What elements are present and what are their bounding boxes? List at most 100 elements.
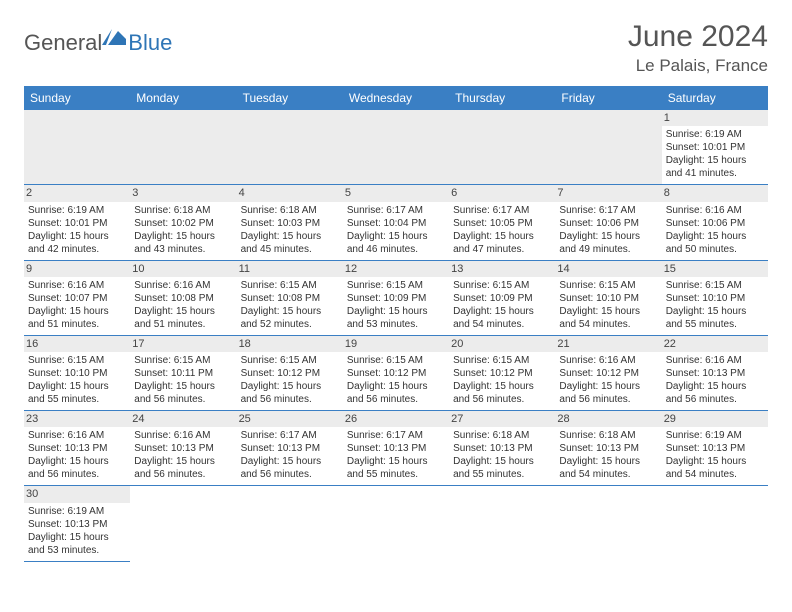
month-title: June 2024 [628, 20, 768, 54]
calendar-row: 1 Sunrise: 6:19 AMSunset: 10:01 PMDayligh… [24, 110, 768, 185]
calendar-cell [24, 110, 130, 185]
daylight-text: Daylight: 15 hours and 56 minutes. [241, 455, 339, 481]
header: General Blue June 2024 Le Palais, France [24, 20, 768, 76]
calendar-cell: 26Sunrise: 6:17 AMSunset: 10:13 PMDaylig… [343, 411, 449, 486]
day-number: 11 [237, 261, 343, 277]
calendar-cell: 11Sunrise: 6:15 AMSunset: 10:08 PMDaylig… [237, 260, 343, 335]
calendar-cell: 29Sunrise: 6:19 AMSunset: 10:13 PMDaylig… [662, 411, 768, 486]
sunset-text: Sunset: 10:04 PM [347, 217, 445, 230]
daylight-text: Daylight: 15 hours and 56 minutes. [453, 380, 551, 406]
sunrise-text: Sunrise: 6:16 AM [666, 354, 764, 367]
daylight-text: Daylight: 15 hours and 54 minutes. [453, 305, 551, 331]
calendar-cell [449, 110, 555, 185]
cell-content: Sunrise: 6:15 AMSunset: 10:10 PMDaylight… [559, 279, 657, 331]
sunrise-text: Sunrise: 6:15 AM [347, 279, 445, 292]
sunrise-text: Sunrise: 6:17 AM [347, 429, 445, 442]
cell-content: Sunrise: 6:19 AMSunset: 10:13 PMDaylight… [28, 505, 126, 557]
daylight-text: Daylight: 15 hours and 55 minutes. [453, 455, 551, 481]
day-number: 16 [24, 336, 130, 352]
day-number: 6 [449, 185, 555, 201]
daylight-text: Daylight: 15 hours and 56 minutes. [134, 380, 232, 406]
day-number: 15 [662, 261, 768, 277]
day-header: Monday [130, 86, 236, 110]
sunrise-text: Sunrise: 6:15 AM [28, 354, 126, 367]
calendar-cell: 18Sunrise: 6:15 AMSunset: 10:12 PMDaylig… [237, 335, 343, 410]
sunset-text: Sunset: 10:08 PM [241, 292, 339, 305]
daylight-text: Daylight: 15 hours and 56 minutes. [666, 380, 764, 406]
day-number: 25 [237, 411, 343, 427]
day-number: 13 [449, 261, 555, 277]
day-header: Sunday [24, 86, 130, 110]
sunset-text: Sunset: 10:13 PM [453, 442, 551, 455]
day-number: 14 [555, 261, 661, 277]
sunset-text: Sunset: 10:10 PM [28, 367, 126, 380]
day-number: 20 [449, 336, 555, 352]
calendar-row: 23Sunrise: 6:16 AMSunset: 10:13 PMDaylig… [24, 411, 768, 486]
calendar-cell: 19Sunrise: 6:15 AMSunset: 10:12 PMDaylig… [343, 335, 449, 410]
daylight-text: Daylight: 15 hours and 56 minutes. [347, 380, 445, 406]
logo-text-blue: Blue [128, 30, 172, 56]
daylight-text: Daylight: 15 hours and 45 minutes. [241, 230, 339, 256]
cell-content: Sunrise: 6:16 AMSunset: 10:13 PMDaylight… [28, 429, 126, 481]
calendar-row: 2Sunrise: 6:19 AMSunset: 10:01 PMDayligh… [24, 185, 768, 260]
cell-content: Sunrise: 6:19 AMSunset: 10:01 PMDaylight… [28, 204, 126, 256]
calendar-row: 30Sunrise: 6:19 AMSunset: 10:13 PMDaylig… [24, 486, 768, 561]
day-number: 28 [555, 411, 661, 427]
daylight-text: Daylight: 15 hours and 50 minutes. [666, 230, 764, 256]
sunset-text: Sunset: 10:13 PM [28, 442, 126, 455]
cell-content: Sunrise: 6:15 AMSunset: 10:12 PMDaylight… [347, 354, 445, 406]
daylight-text: Daylight: 15 hours and 56 minutes. [134, 455, 232, 481]
sunset-text: Sunset: 10:13 PM [241, 442, 339, 455]
sunrise-text: Sunrise: 6:19 AM [666, 429, 764, 442]
daylight-text: Daylight: 15 hours and 54 minutes. [666, 455, 764, 481]
calendar-cell [237, 110, 343, 185]
logo-text-general: General [24, 30, 102, 56]
daylight-text: Daylight: 15 hours and 56 minutes. [559, 380, 657, 406]
cell-content: Sunrise: 6:15 AMSunset: 10:10 PMDaylight… [666, 279, 764, 331]
cell-content: Sunrise: 6:15 AMSunset: 10:09 PMDaylight… [347, 279, 445, 331]
calendar-cell: 9 Sunrise: 6:16 AMSunset: 10:07 PMDayligh… [24, 260, 130, 335]
sunset-text: Sunset: 10:03 PM [241, 217, 339, 230]
calendar-row: 9Sunrise: 6:16 AMSunset: 10:07 PMDayligh… [24, 260, 768, 335]
daylight-text: Daylight: 15 hours and 55 minutes. [666, 305, 764, 331]
page: General Blue June 2024 Le Palais, France… [0, 0, 792, 582]
day-number: 1 [662, 110, 768, 126]
calendar-table: Sunday Monday Tuesday Wednesday Thursday… [24, 86, 768, 562]
day-number: 27 [449, 411, 555, 427]
sunrise-text: Sunrise: 6:17 AM [347, 204, 445, 217]
cell-content: Sunrise: 6:15 AMSunset: 10:11 PMDaylight… [134, 354, 232, 406]
calendar-cell: 2Sunrise: 6:19 AMSunset: 10:01 PMDayligh… [24, 185, 130, 260]
sunset-text: Sunset: 10:07 PM [28, 292, 126, 305]
flag-icon [102, 29, 126, 47]
location: Le Palais, France [628, 56, 768, 76]
calendar-cell: 28 Sunrise: 6:18 AMSunset: 10:13 PMDaylig… [555, 411, 661, 486]
calendar-cell [130, 110, 236, 185]
day-number: 12 [343, 261, 449, 277]
day-header-row: Sunday Monday Tuesday Wednesday Thursday… [24, 86, 768, 110]
daylight-text: Daylight: 15 hours and 51 minutes. [134, 305, 232, 331]
calendar-cell [449, 486, 555, 561]
cell-content: Sunrise: 6:18 AMSunset: 10:03 PMDaylight… [241, 204, 339, 256]
day-number: 9 [24, 261, 130, 277]
cell-content: Sunrise: 6:19 AMSunset: 10:01 PMDaylight… [666, 128, 764, 180]
cell-content: Sunrise: 6:18 AMSunset: 10:13 PMDaylight… [559, 429, 657, 481]
sunrise-text: Sunrise: 6:18 AM [559, 429, 657, 442]
cell-content: Sunrise: 6:17 AMSunset: 10:13 PMDaylight… [241, 429, 339, 481]
sunset-text: Sunset: 10:08 PM [134, 292, 232, 305]
daylight-text: Daylight: 15 hours and 55 minutes. [28, 380, 126, 406]
sunset-text: Sunset: 10:06 PM [666, 217, 764, 230]
sunrise-text: Sunrise: 6:16 AM [559, 354, 657, 367]
calendar-cell: 15 Sunrise: 6:15 AMSunset: 10:10 PMDaylig… [662, 260, 768, 335]
sunset-text: Sunset: 10:13 PM [134, 442, 232, 455]
sunrise-text: Sunrise: 6:17 AM [453, 204, 551, 217]
sunrise-text: Sunrise: 6:16 AM [28, 279, 126, 292]
sunset-text: Sunset: 10:12 PM [347, 367, 445, 380]
sunrise-text: Sunrise: 6:19 AM [28, 204, 126, 217]
title-block: June 2024 Le Palais, France [628, 20, 768, 76]
sunrise-text: Sunrise: 6:18 AM [453, 429, 551, 442]
cell-content: Sunrise: 6:15 AMSunset: 10:12 PMDaylight… [241, 354, 339, 406]
cell-content: Sunrise: 6:15 AMSunset: 10:09 PMDaylight… [453, 279, 551, 331]
sunrise-text: Sunrise: 6:16 AM [28, 429, 126, 442]
daylight-text: Daylight: 15 hours and 51 minutes. [28, 305, 126, 331]
day-header: Thursday [449, 86, 555, 110]
